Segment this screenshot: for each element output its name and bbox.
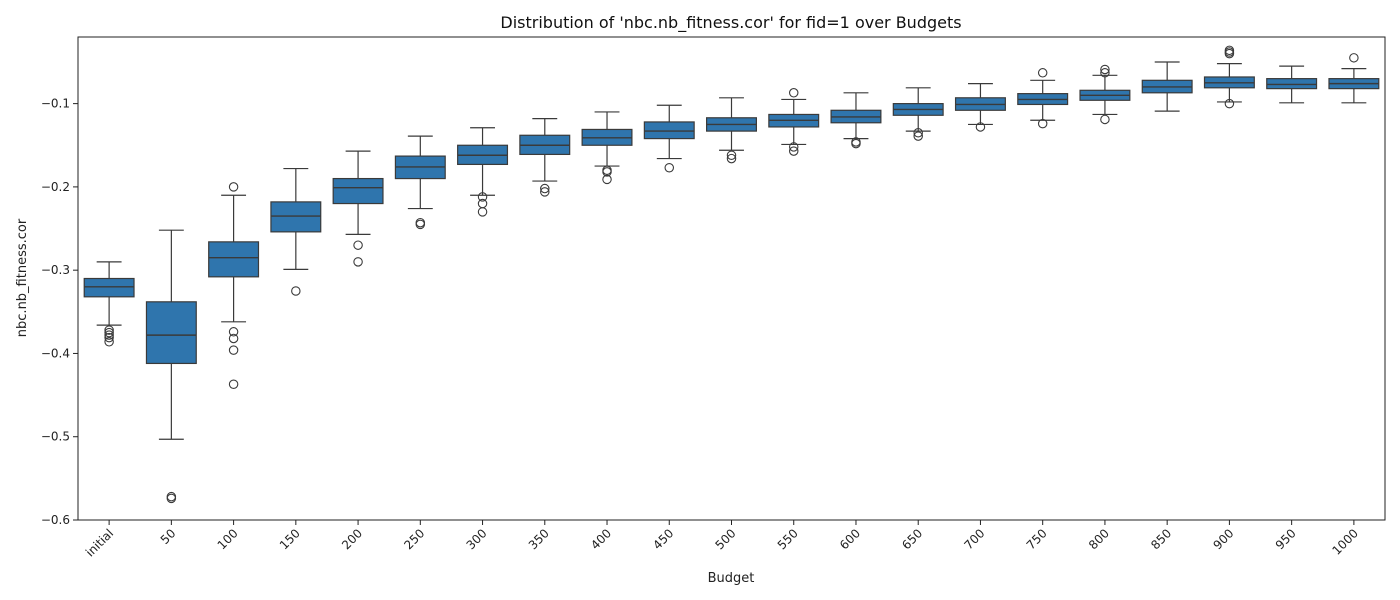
y-axis-title: nbc.nb_fitness.cor [15,218,30,337]
outlier-point [353,240,363,250]
outlier-point [726,150,737,161]
box-group-500 [706,97,757,164]
y-tick-label: −0.5 [41,430,70,444]
outlier-point [788,142,799,152]
outlier-point [788,146,799,156]
outlier-point [104,330,114,340]
outlier-point [477,207,488,217]
y-tick-label: −0.4 [41,346,70,360]
outlier-point [415,219,426,230]
outlier-point [851,138,861,149]
outlier-point [477,192,488,202]
outlier-point [228,327,239,337]
outlier-point [726,153,737,164]
outlier-point [166,493,177,504]
outlier-point [1224,48,1235,59]
box-group-150 [270,167,322,296]
outlier-point [1100,68,1110,78]
outlier-point [1100,64,1110,75]
y-tick-label: −0.3 [41,263,70,277]
box-group-950 [1266,65,1318,104]
outlier-point [1224,98,1235,109]
box-group-650 [892,87,944,141]
outlier-point [228,182,239,192]
outlier-point [975,122,986,132]
outlier-point [104,337,114,347]
outlier-point [602,167,612,177]
box-group-100 [208,182,260,390]
box-group-300 [457,127,509,217]
y-axis: −0.6 −0.5 −0.4 −0.3 −0.2 −0.1 [41,97,78,527]
box-group-550 [768,88,820,156]
outlier-point [353,257,363,267]
box-group-800 [1079,64,1131,125]
box-group-initial [83,261,135,347]
outlier-point [913,128,923,138]
outlier-point [602,174,612,185]
box-group-600 [830,92,882,149]
outlier-point [913,131,923,141]
box-group-250 [394,135,446,230]
outlier-point [1349,53,1359,63]
outlier-point [104,325,114,335]
box-iqr [643,121,695,140]
outlier-point [1037,68,1048,78]
box-group-350 [519,118,571,197]
x-axis-title: Budget [708,571,755,586]
outlier-point [104,332,114,343]
box-iqr [208,241,260,278]
outlier-point [291,286,301,296]
box-iqr [145,301,197,365]
y-tick-label: −0.6 [41,513,70,527]
box-iqr [270,201,322,233]
box-iqr [1266,78,1318,90]
box-group-900 [1203,45,1255,109]
box-group-750 [1017,68,1069,129]
box-group-850 [1141,61,1193,112]
outlier-point [540,183,550,194]
outlier-point [228,345,239,355]
outlier-point [228,379,239,390]
outlier-point [664,162,675,173]
y-tick-label: −0.1 [41,97,70,111]
box-iqr [83,277,135,298]
box-iqr [332,177,384,205]
box-group-400 [581,111,633,185]
outlier-point [1037,118,1048,129]
box-group-450 [643,104,695,173]
box-group-1000 [1328,53,1380,104]
outlier-point [788,88,799,98]
outlier-point [1100,114,1110,125]
outlier-point [104,327,114,338]
box-group-200 [332,150,384,267]
chart-title: Distribution of 'nbc.nb_fitness.cor' for… [500,13,961,33]
outlier-point [228,333,239,344]
outlier-point [540,187,550,197]
box-group-50 [145,229,197,504]
y-tick-label: −0.2 [41,180,70,194]
box-group-700 [954,83,1006,132]
plot-area [83,45,1380,504]
